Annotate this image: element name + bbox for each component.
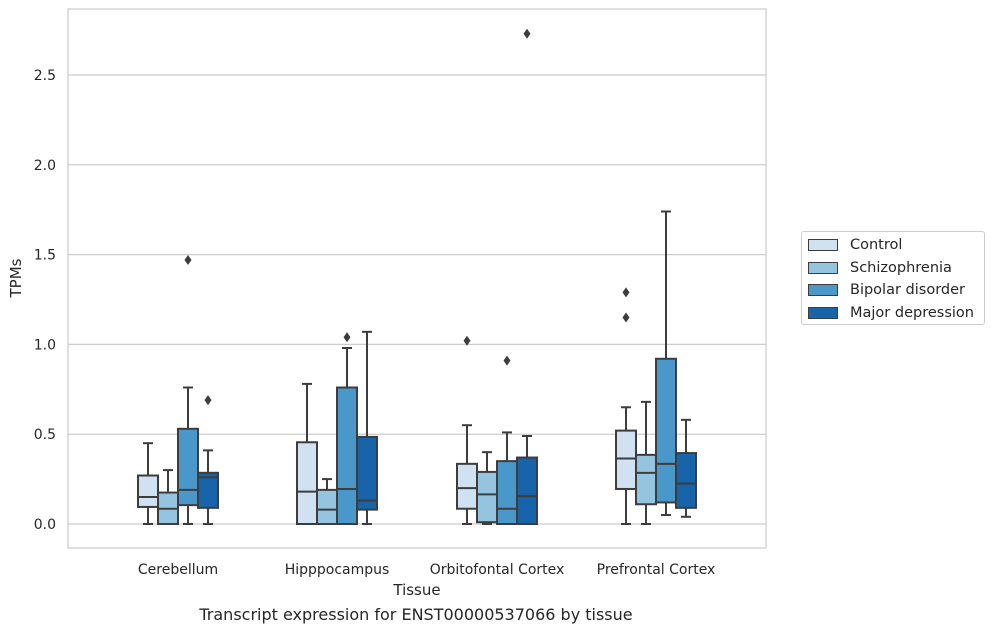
figure-caption: Transcript expression for ENST0000053706… bbox=[199, 605, 633, 624]
x-tick-label: Cerebellum bbox=[138, 562, 218, 578]
x-axis-title: Tissue bbox=[392, 581, 440, 599]
y-tick-label: 2.5 bbox=[34, 68, 56, 84]
box-1-1 bbox=[316, 478, 338, 526]
box-iqr bbox=[476, 470, 498, 524]
box-iqr bbox=[655, 357, 677, 504]
x-tick-label: Prefrontal Cortex bbox=[597, 562, 716, 578]
x-tick-label: Hipppocampus bbox=[285, 562, 390, 578]
box-0-1 bbox=[296, 382, 318, 526]
x-tick-label: Orbitofontal Cortex bbox=[430, 562, 565, 578]
outlier-point bbox=[622, 312, 630, 323]
box-iqr bbox=[177, 427, 199, 507]
box-iqr bbox=[456, 462, 478, 510]
legend-swatch bbox=[808, 239, 838, 251]
y-tick-label: 0.5 bbox=[34, 427, 56, 443]
legend-label: Major depression bbox=[850, 304, 974, 321]
legend-item: Major depression bbox=[808, 303, 974, 323]
box-0-3 bbox=[615, 287, 637, 525]
box-2-0 bbox=[177, 254, 199, 525]
box-1-0 bbox=[157, 469, 179, 526]
legend-item: Control bbox=[808, 235, 902, 255]
box-1-2 bbox=[476, 451, 498, 525]
box-0-2 bbox=[456, 335, 478, 525]
box-iqr bbox=[356, 435, 378, 511]
y-tick-label: 1.0 bbox=[34, 337, 56, 353]
legend-swatch bbox=[808, 284, 838, 296]
box-2-2 bbox=[496, 355, 518, 526]
box-iqr bbox=[615, 429, 637, 490]
outlier-point bbox=[184, 254, 192, 265]
y-tick-label: 0.0 bbox=[34, 517, 56, 533]
box-iqr bbox=[516, 456, 538, 526]
box-2-1 bbox=[336, 332, 358, 525]
box-iqr bbox=[296, 441, 318, 526]
y-axis-title: TPMs bbox=[7, 258, 25, 298]
box-iqr bbox=[197, 471, 219, 509]
box-3-0 bbox=[197, 395, 219, 525]
x-tick-labels: Cerebellum Hipppocampus Orbitofontal Corte… bbox=[138, 562, 715, 578]
outlier-point bbox=[463, 335, 471, 346]
y-tick-label: 1.5 bbox=[34, 248, 56, 264]
outlier-point bbox=[523, 28, 531, 39]
outlier-point bbox=[622, 287, 630, 298]
box-iqr bbox=[496, 460, 518, 526]
legend-item: Schizophrenia bbox=[808, 258, 952, 278]
legend: Control Schizophrenia Bipolar disorder Majo… bbox=[801, 231, 985, 325]
legend-swatch bbox=[808, 306, 838, 319]
legend-label: Control bbox=[850, 237, 903, 253]
outlier-point bbox=[343, 332, 351, 343]
box-2-3 bbox=[655, 210, 677, 517]
legend-item: Bipolar disorder bbox=[808, 280, 965, 300]
box-iqr bbox=[336, 386, 358, 525]
box-0-0 bbox=[137, 442, 159, 525]
y-tick-label: 2.0 bbox=[34, 158, 56, 174]
plot-boxes bbox=[137, 28, 697, 526]
box-iqr bbox=[316, 488, 338, 526]
box-iqr bbox=[675, 452, 697, 509]
plot-frame bbox=[67, 8, 767, 549]
legend-swatch bbox=[808, 261, 838, 274]
box-3-2 bbox=[516, 28, 538, 526]
outlier-point bbox=[503, 355, 511, 366]
legend-label: Schizophrenia bbox=[850, 259, 952, 276]
box-iqr bbox=[137, 474, 159, 508]
legend-label: Bipolar disorder bbox=[850, 282, 965, 298]
outlier-point bbox=[204, 395, 212, 406]
box-iqr bbox=[635, 453, 657, 506]
box-1-3 bbox=[635, 400, 657, 525]
box-3-3 bbox=[675, 418, 697, 518]
box-3-1 bbox=[356, 330, 378, 525]
y-tick-labels: 0.0 0.5 1.0 1.5 2.0 2.5 bbox=[34, 68, 56, 533]
